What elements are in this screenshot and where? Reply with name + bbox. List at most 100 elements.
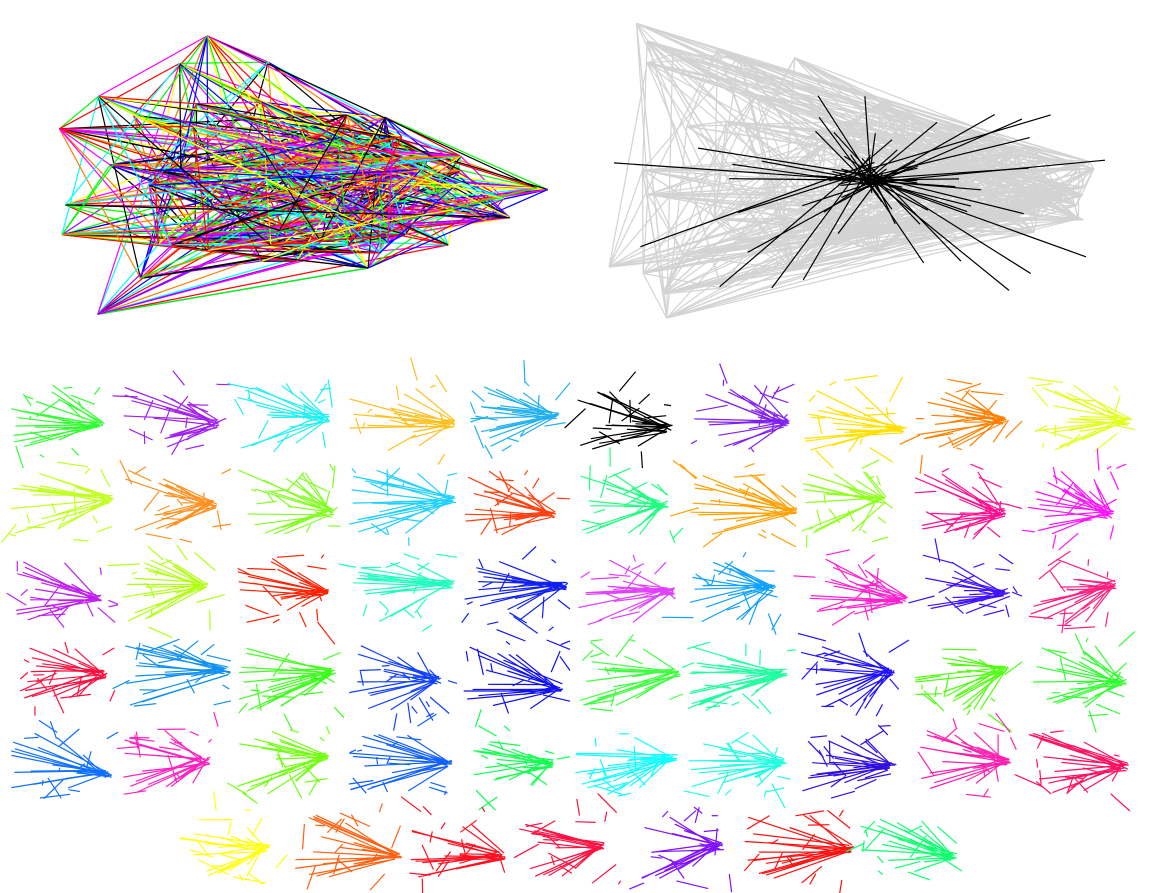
edge <box>499 405 552 413</box>
edge <box>795 195 1064 269</box>
edge <box>945 666 1000 697</box>
edge <box>925 577 1008 595</box>
edge <box>705 695 732 711</box>
edge <box>453 209 487 221</box>
edge <box>551 559 557 564</box>
edge <box>490 663 494 673</box>
edge <box>208 209 454 251</box>
edge <box>960 389 971 402</box>
edge <box>180 35 208 170</box>
edge <box>384 116 403 137</box>
edge <box>626 765 646 786</box>
edge <box>24 426 97 447</box>
edge <box>58 128 159 245</box>
edge <box>16 597 100 611</box>
edge <box>362 604 368 617</box>
edge <box>475 508 553 517</box>
edge <box>644 676 674 690</box>
edge <box>1083 651 1120 684</box>
edge <box>308 778 319 796</box>
edge <box>850 120 1095 170</box>
edge <box>706 583 713 587</box>
edge <box>387 233 406 244</box>
cluster-panel <box>564 371 673 469</box>
edge <box>477 654 558 688</box>
edge <box>1004 420 1023 439</box>
edge <box>952 718 958 730</box>
edge <box>954 592 1009 608</box>
edge <box>810 735 828 739</box>
edge <box>1048 766 1120 784</box>
edge <box>212 865 224 868</box>
edge <box>598 431 621 445</box>
edge <box>59 128 111 166</box>
edge <box>1088 490 1112 512</box>
edge <box>923 473 1003 512</box>
edge <box>402 608 415 619</box>
edge <box>96 525 113 533</box>
edge <box>367 209 454 269</box>
edge <box>369 873 386 891</box>
edge <box>599 758 609 780</box>
edge <box>147 570 209 586</box>
edge <box>690 439 698 445</box>
edge <box>929 762 1008 790</box>
edge <box>655 588 665 598</box>
edge <box>547 835 561 849</box>
edge <box>362 422 366 428</box>
edge <box>278 155 402 232</box>
edge <box>770 533 797 548</box>
edge <box>600 475 608 499</box>
edge <box>641 170 644 274</box>
edge <box>1039 770 1042 786</box>
edge <box>483 386 552 419</box>
edge <box>888 639 910 654</box>
edge <box>351 489 456 504</box>
edge <box>351 468 357 474</box>
edge <box>864 569 907 598</box>
edge <box>907 115 992 222</box>
edge <box>261 695 295 698</box>
edge <box>213 700 232 706</box>
edge <box>529 688 560 710</box>
edge <box>864 829 868 837</box>
edge <box>664 842 723 872</box>
edge <box>221 468 232 475</box>
edge <box>161 517 186 521</box>
edge <box>48 669 57 685</box>
edge <box>1021 529 1035 533</box>
edge <box>526 759 550 763</box>
edge <box>696 404 728 412</box>
edge <box>655 849 724 853</box>
edge <box>915 693 942 696</box>
edge <box>1014 773 1043 788</box>
edge <box>666 218 1079 319</box>
edge <box>73 488 77 517</box>
edge <box>171 244 369 269</box>
edge <box>389 181 537 189</box>
edge <box>302 823 305 850</box>
edge <box>65 772 109 780</box>
edge <box>227 782 247 795</box>
edge <box>1088 161 1095 170</box>
edge <box>501 444 512 452</box>
edge <box>773 509 797 527</box>
edge <box>1068 419 1127 432</box>
cluster-panel <box>400 796 506 893</box>
edge <box>834 562 849 580</box>
edge <box>536 395 540 421</box>
edge <box>818 749 828 767</box>
edge <box>59 128 242 164</box>
edge <box>43 779 64 800</box>
edge <box>1050 730 1064 734</box>
edge <box>97 244 449 315</box>
edge <box>711 513 789 535</box>
edge <box>704 700 728 705</box>
edge <box>862 840 865 853</box>
edge <box>61 234 380 254</box>
edge <box>554 382 571 401</box>
edge <box>724 789 732 796</box>
edge <box>185 416 188 428</box>
edge <box>1066 392 1127 422</box>
edge <box>56 461 89 468</box>
